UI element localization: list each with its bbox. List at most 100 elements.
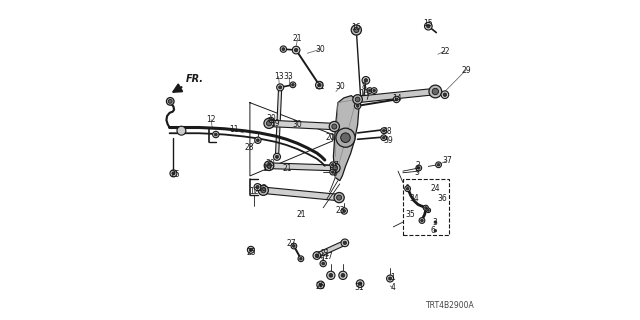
Text: 24: 24: [431, 184, 440, 193]
Circle shape: [332, 171, 334, 173]
Text: 12: 12: [206, 115, 216, 124]
Circle shape: [433, 228, 438, 234]
Circle shape: [282, 48, 285, 51]
Circle shape: [278, 86, 282, 89]
Circle shape: [395, 98, 398, 101]
Circle shape: [428, 209, 429, 211]
Circle shape: [330, 163, 340, 173]
Text: 13: 13: [274, 72, 284, 81]
Text: 30: 30: [266, 159, 275, 168]
Circle shape: [429, 85, 442, 98]
Circle shape: [356, 280, 364, 287]
Text: 7: 7: [333, 161, 338, 170]
Circle shape: [353, 95, 362, 104]
Text: 21: 21: [316, 82, 324, 91]
Circle shape: [423, 205, 428, 210]
Text: 29: 29: [461, 66, 471, 75]
Circle shape: [358, 282, 362, 285]
Text: TRT4B2900A: TRT4B2900A: [426, 301, 474, 310]
Polygon shape: [316, 241, 346, 258]
Circle shape: [300, 258, 302, 260]
Circle shape: [419, 218, 425, 223]
Text: 5: 5: [415, 168, 420, 177]
Circle shape: [298, 256, 304, 262]
Text: 25: 25: [170, 170, 180, 179]
Circle shape: [383, 136, 385, 139]
Polygon shape: [263, 187, 339, 201]
Circle shape: [387, 275, 394, 282]
Circle shape: [319, 283, 323, 287]
Circle shape: [271, 119, 273, 121]
Text: 2: 2: [416, 161, 420, 170]
Circle shape: [367, 88, 372, 93]
Polygon shape: [269, 120, 335, 130]
Circle shape: [420, 219, 423, 222]
Circle shape: [341, 208, 348, 214]
Circle shape: [355, 103, 361, 109]
Circle shape: [427, 24, 430, 28]
Text: 21: 21: [293, 34, 303, 43]
Circle shape: [432, 88, 438, 95]
Circle shape: [417, 167, 420, 169]
Circle shape: [333, 165, 338, 170]
Text: 30: 30: [292, 120, 302, 129]
Circle shape: [355, 97, 360, 102]
Circle shape: [334, 193, 344, 203]
Circle shape: [255, 137, 261, 143]
Text: 37: 37: [442, 156, 452, 165]
Circle shape: [250, 248, 252, 252]
Circle shape: [426, 208, 431, 212]
Circle shape: [273, 153, 280, 160]
Circle shape: [317, 281, 324, 289]
Circle shape: [340, 133, 350, 142]
Text: 17: 17: [323, 252, 332, 261]
Circle shape: [339, 271, 347, 279]
Text: 38: 38: [383, 127, 392, 136]
Circle shape: [247, 246, 254, 253]
Circle shape: [351, 25, 362, 35]
Circle shape: [330, 162, 335, 168]
Text: 20: 20: [326, 133, 335, 142]
Circle shape: [441, 91, 449, 99]
Circle shape: [166, 98, 174, 105]
Circle shape: [332, 124, 337, 129]
Text: 26: 26: [315, 282, 325, 291]
Circle shape: [364, 79, 367, 82]
Circle shape: [264, 118, 274, 128]
Text: 36: 36: [438, 194, 447, 204]
Circle shape: [316, 81, 323, 89]
Circle shape: [329, 274, 333, 277]
Text: 35: 35: [406, 210, 415, 219]
Circle shape: [373, 89, 376, 92]
Circle shape: [264, 161, 274, 171]
Circle shape: [177, 126, 186, 135]
Text: 32: 32: [314, 251, 324, 260]
Text: 30: 30: [335, 82, 345, 91]
Circle shape: [341, 274, 345, 277]
Text: 30: 30: [316, 44, 326, 54]
Circle shape: [294, 48, 298, 52]
Circle shape: [292, 84, 294, 86]
Circle shape: [371, 88, 377, 93]
Circle shape: [424, 22, 432, 30]
Text: FR.: FR.: [186, 74, 204, 84]
Circle shape: [433, 219, 438, 225]
Text: 27: 27: [287, 239, 296, 248]
Circle shape: [315, 254, 319, 257]
Text: 11: 11: [229, 125, 239, 134]
Text: 18: 18: [257, 184, 267, 193]
Circle shape: [170, 170, 177, 177]
Circle shape: [336, 128, 355, 147]
Circle shape: [266, 121, 271, 126]
Circle shape: [388, 277, 392, 280]
Text: 19: 19: [262, 164, 272, 173]
Text: 12: 12: [250, 188, 259, 196]
Circle shape: [354, 28, 359, 33]
Text: 8: 8: [362, 82, 366, 91]
Circle shape: [292, 245, 295, 247]
Circle shape: [214, 133, 217, 136]
Text: 28: 28: [244, 143, 254, 152]
Circle shape: [362, 76, 370, 84]
Circle shape: [383, 129, 385, 132]
Circle shape: [168, 100, 172, 103]
